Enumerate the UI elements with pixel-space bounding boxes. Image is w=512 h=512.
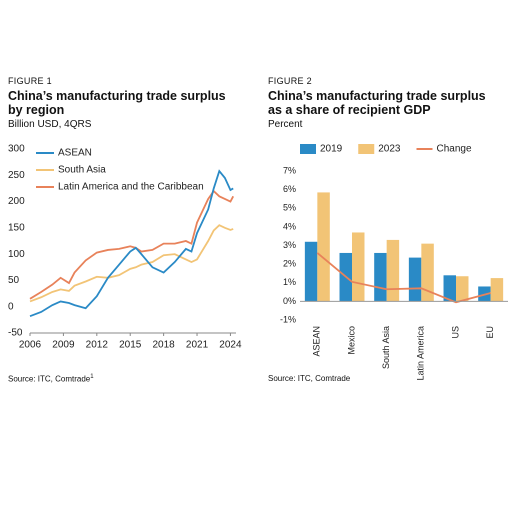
source-note: Source: ITC, Comtrade1	[8, 374, 94, 384]
y-tick-label: 150	[8, 222, 25, 233]
y-tick-label: 4%	[283, 221, 296, 231]
x-tick-label: South Asia	[381, 326, 391, 369]
x-tick-label: 2009	[52, 340, 75, 351]
series-line	[29, 189, 235, 300]
bar	[352, 232, 365, 302]
legend-label: Latin America and the Caribbean	[58, 182, 204, 193]
chart-subtitle: Billion USD, 4QRS	[8, 119, 92, 130]
x-tick-label: 2018	[152, 340, 175, 351]
x-tick-label: 2024	[219, 340, 242, 351]
legend-label: Change	[437, 144, 472, 155]
legend-bg	[34, 145, 204, 193]
x-tick-label: Mexico	[346, 326, 356, 355]
y-tick-label: 1%	[283, 277, 296, 287]
bar	[421, 243, 434, 302]
source-note: Source: ITC, Comtrade	[268, 374, 351, 383]
y-tick-label: -50	[8, 328, 23, 339]
legend-swatch	[358, 144, 375, 154]
y-tick-label: 200	[8, 196, 25, 207]
x-tick-label: ASEAN	[312, 326, 322, 357]
y-tick-label: 250	[8, 170, 25, 181]
series-line	[29, 224, 234, 303]
y-tick-label: 2%	[283, 259, 296, 269]
y-tick-label: 3%	[283, 240, 296, 250]
y-tick-label: 6%	[283, 184, 296, 194]
legend-label: 2019	[320, 144, 343, 155]
x-tick-label: 2021	[186, 340, 209, 351]
series-line	[29, 169, 234, 318]
legend: ASEAN South Asia Latin America and the Car…	[34, 145, 204, 193]
chart-subtitle: Percent	[268, 119, 303, 130]
bar	[490, 278, 504, 302]
y-tick-label: 5%	[283, 203, 296, 213]
x-tick-label: 2012	[86, 340, 109, 351]
chart-title: China’s manufacturing trade surplus as a…	[268, 89, 486, 117]
bar	[386, 239, 400, 302]
change-line	[316, 252, 491, 304]
source-text: Source: ITC, Comtrade	[8, 374, 91, 384]
x-tick-label: 2015	[119, 340, 142, 351]
bar	[304, 241, 318, 302]
bar	[456, 276, 469, 302]
bar	[374, 252, 387, 302]
bar	[317, 192, 330, 302]
x-tick-label: 2006	[19, 340, 42, 351]
y-tick-label: 7%	[283, 165, 296, 175]
legend-label: 2023	[378, 144, 401, 155]
bar	[408, 257, 422, 302]
x-tick-label: EU	[485, 326, 495, 339]
y-tick-label: 50	[8, 275, 20, 286]
y-tick-label: -1%	[280, 314, 296, 324]
y-tick-label: 0	[8, 301, 14, 312]
legend-label: ASEAN	[58, 148, 92, 159]
bar	[443, 275, 456, 302]
legend-label: South Asia	[58, 165, 106, 176]
x-tick-label: Latin America	[416, 326, 426, 381]
legend-swatch	[300, 144, 316, 154]
figure-label: FIGURE 1	[8, 76, 52, 86]
y-tick-label: 100	[8, 249, 25, 260]
x-tick-label: US	[450, 326, 460, 339]
y-tick-label: 0%	[283, 296, 296, 306]
figure-label: FIGURE 2	[268, 76, 312, 86]
footnote-mark: 1	[90, 374, 94, 380]
y-tick-label: 300	[8, 144, 25, 155]
chart-title: China’s manufacturing trade surplus by r…	[8, 89, 226, 117]
